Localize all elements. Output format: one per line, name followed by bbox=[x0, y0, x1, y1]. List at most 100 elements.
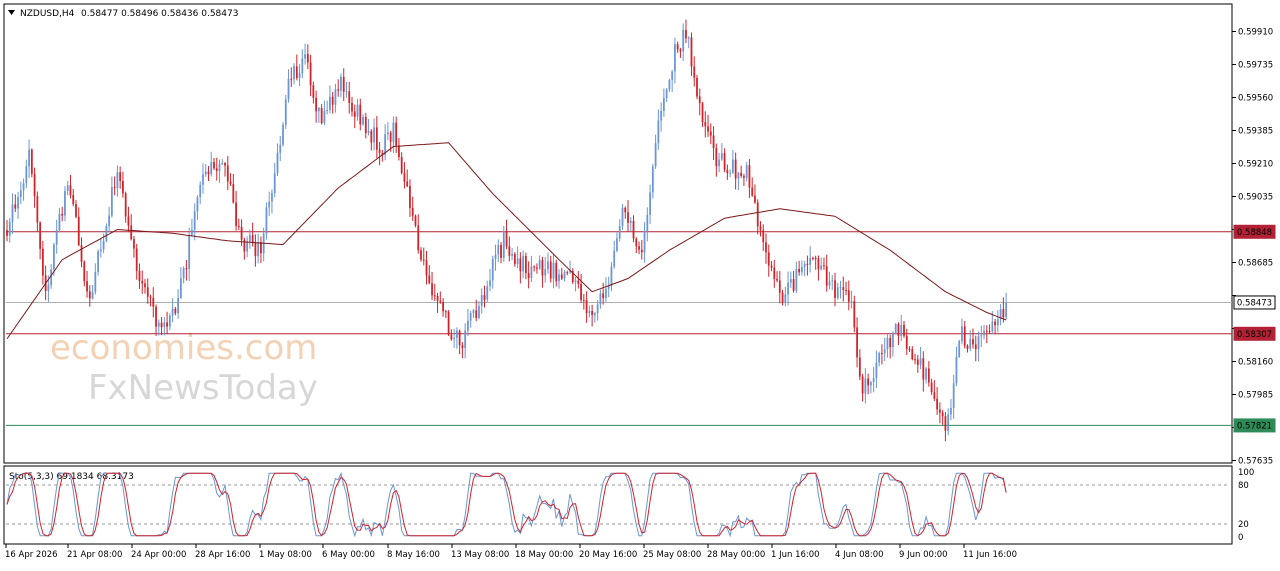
candle-body bbox=[33, 173, 36, 197]
candle-body bbox=[547, 261, 549, 270]
candle-body bbox=[947, 414, 950, 431]
candle-body bbox=[795, 268, 798, 291]
dropdown-triangle-icon[interactable] bbox=[8, 10, 15, 15]
candle-body bbox=[58, 213, 61, 231]
candle-body bbox=[872, 377, 875, 383]
candle-body bbox=[936, 398, 939, 410]
candle-body bbox=[679, 49, 682, 52]
candle-body bbox=[516, 258, 519, 264]
candle-body bbox=[375, 127, 378, 150]
candle-body bbox=[925, 368, 927, 380]
candle-body bbox=[941, 412, 944, 417]
candle-body bbox=[905, 335, 908, 349]
candle-body bbox=[359, 104, 362, 125]
candle-body bbox=[306, 54, 309, 63]
candle-body bbox=[900, 324, 903, 336]
y-tick-label: 0.59035 bbox=[1238, 193, 1273, 203]
candle-body bbox=[657, 120, 660, 144]
candle-body bbox=[889, 337, 892, 348]
candle-body bbox=[113, 187, 116, 189]
candle-body bbox=[770, 265, 773, 268]
candle-body bbox=[867, 378, 870, 386]
candle-body bbox=[651, 166, 654, 193]
candle-body bbox=[367, 130, 370, 134]
candle-body bbox=[999, 309, 1002, 320]
candle-body bbox=[820, 265, 823, 270]
candle-body bbox=[731, 159, 734, 173]
candle-body bbox=[696, 77, 698, 97]
candle-body bbox=[157, 322, 160, 327]
candle-body bbox=[50, 269, 53, 286]
candle-body bbox=[577, 280, 580, 284]
candle-body bbox=[671, 71, 674, 80]
candle-body bbox=[301, 58, 304, 74]
candle-body bbox=[536, 267, 538, 269]
candle-body bbox=[693, 66, 696, 78]
x-tick-label: 1 May 08:00 bbox=[259, 550, 312, 560]
candle-body bbox=[571, 270, 574, 283]
candle-body bbox=[787, 282, 789, 295]
candle-body bbox=[144, 283, 146, 288]
candle-body bbox=[110, 187, 113, 216]
candle-body bbox=[823, 265, 825, 267]
candle-body bbox=[453, 337, 456, 340]
candle-body bbox=[806, 263, 809, 265]
candle-body bbox=[955, 356, 958, 384]
candle-body bbox=[218, 164, 221, 171]
candle-body bbox=[505, 230, 508, 247]
candle-body bbox=[329, 96, 331, 111]
candle-body bbox=[555, 262, 558, 282]
candle-body bbox=[883, 349, 886, 354]
candle-body bbox=[754, 195, 756, 203]
candle-body bbox=[425, 260, 428, 276]
candle-body bbox=[221, 163, 224, 165]
candle-body bbox=[282, 124, 284, 145]
candle-body bbox=[312, 85, 315, 98]
candle-body bbox=[317, 107, 320, 112]
candle-body bbox=[204, 171, 207, 175]
candle-body bbox=[489, 280, 491, 287]
candle-body bbox=[616, 238, 618, 251]
candle-body bbox=[351, 102, 353, 112]
candle-body bbox=[72, 195, 75, 205]
candle-body bbox=[640, 249, 643, 253]
candle-body bbox=[124, 193, 127, 217]
candle-body bbox=[563, 272, 566, 279]
candle-body bbox=[966, 345, 969, 349]
candle-body bbox=[320, 107, 323, 124]
candle-body bbox=[798, 268, 801, 273]
candle-body bbox=[776, 278, 778, 281]
x-tick-label: 16 Apr 2026 bbox=[5, 550, 58, 560]
candle-body bbox=[77, 216, 80, 246]
candle-body bbox=[938, 409, 941, 413]
candle-body bbox=[254, 242, 257, 257]
candle-body bbox=[30, 149, 33, 174]
candle-body bbox=[994, 321, 996, 326]
candle-body bbox=[177, 297, 180, 314]
candle-body bbox=[406, 181, 409, 187]
candle-body bbox=[207, 171, 210, 175]
candle-body bbox=[39, 222, 42, 249]
candle-body bbox=[624, 207, 627, 213]
candle-body bbox=[353, 111, 356, 117]
ohlc-values: 0.58477 0.58496 0.58436 0.58473 bbox=[81, 9, 238, 19]
candle-body bbox=[919, 358, 922, 365]
candle-body bbox=[892, 332, 894, 348]
candle-body bbox=[414, 215, 417, 226]
stoch-y-tick-label: 20 bbox=[1238, 520, 1249, 530]
candle-body bbox=[11, 204, 14, 222]
candle-body bbox=[295, 66, 298, 79]
candle-body bbox=[17, 196, 19, 209]
candle-body bbox=[911, 349, 914, 360]
stoch-y-tick-label: 80 bbox=[1238, 481, 1249, 491]
candle-body bbox=[273, 173, 276, 194]
stoch-d-line bbox=[6, 472, 1007, 537]
candle-body bbox=[781, 292, 784, 303]
candle-body bbox=[469, 313, 472, 321]
y-tick-label: 0.57635 bbox=[1238, 457, 1273, 467]
candle-body bbox=[950, 407, 952, 415]
x-tick-label: 24 Apr 00:00 bbox=[131, 550, 186, 560]
x-tick-label: 18 May 00:00 bbox=[515, 550, 573, 560]
